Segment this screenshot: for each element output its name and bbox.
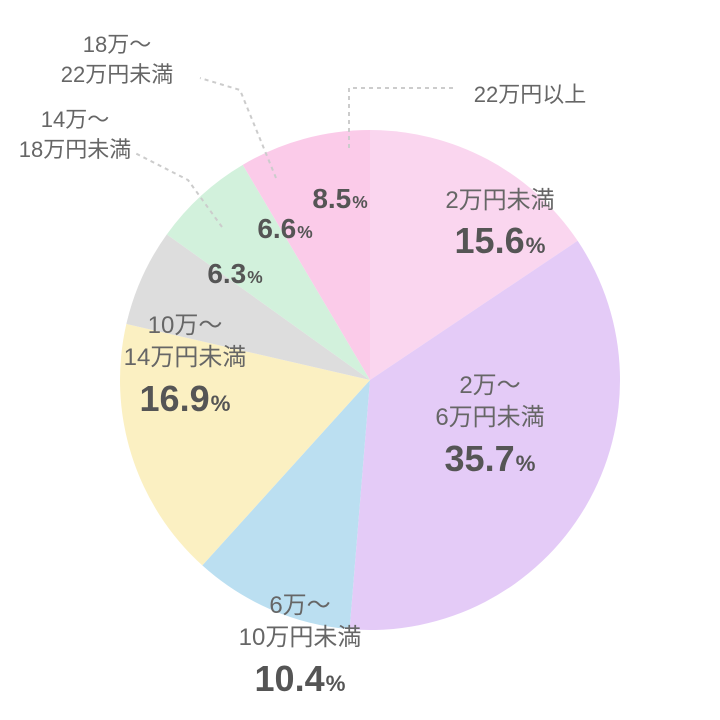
- slice-value: 15.6%: [445, 217, 554, 266]
- callout-text: 6万～: [239, 590, 362, 622]
- slice-value: 6.3%: [207, 255, 262, 293]
- inside-label-0: 2万円未満15.6%: [445, 185, 554, 266]
- chart-container: 2万円未満15.6% 2万～6万円未満35.7% 10万～14万円未満16.9% 6.…: [0, 0, 720, 720]
- slice-value: 35.7%: [435, 435, 544, 484]
- callout-text: 10万円未満: [239, 622, 362, 654]
- callout-text: 22万円以上: [474, 80, 586, 110]
- slice-label-text: 2万円未満: [445, 185, 554, 217]
- callout-text: 14万～: [19, 105, 131, 135]
- inside-label-4: 6.3%: [207, 255, 262, 293]
- callout-label-5: 18万～22万円未満: [61, 30, 173, 89]
- slice-label-text: 6万円未満: [435, 402, 544, 434]
- slice-label-text: 2万～: [435, 370, 544, 402]
- callout-label-4: 14万～18万円未満: [19, 105, 131, 164]
- callout-text: 18万円未満: [19, 135, 131, 165]
- callout-text: 18万～: [61, 30, 173, 60]
- slice-value: 8.5%: [312, 180, 367, 218]
- slice-label-text: 14万円未満: [124, 342, 247, 374]
- slice-label-text: 10万～: [124, 310, 247, 342]
- inside-label-3: 10万～14万円未満16.9%: [124, 310, 247, 423]
- callout-text: 22万円未満: [61, 60, 173, 90]
- slice-value: 16.9%: [124, 375, 247, 424]
- callout-label-2: 6万～10万円未満10.4%: [239, 590, 362, 703]
- inside-label-6: 8.5%: [312, 180, 367, 218]
- inside-label-1: 2万～6万円未満35.7%: [435, 370, 544, 483]
- slice-value: 10.4%: [239, 655, 362, 704]
- callout-label-6: 22万円以上: [474, 80, 586, 110]
- slice-value: 6.6%: [257, 210, 312, 248]
- inside-label-5: 6.6%: [257, 210, 312, 248]
